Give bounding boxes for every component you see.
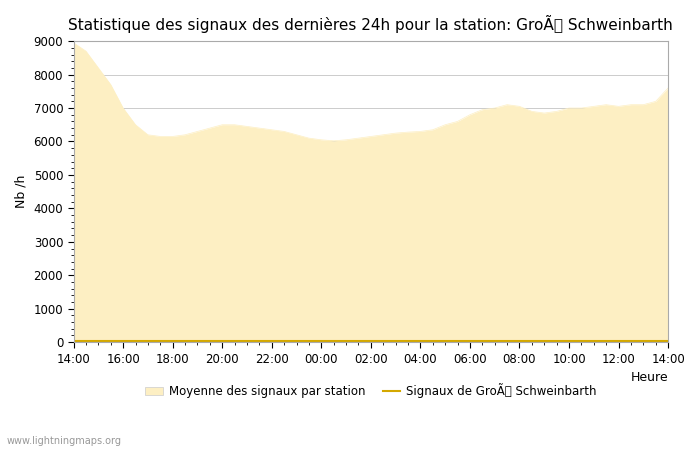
Text: www.lightningmaps.org: www.lightningmaps.org [7, 436, 122, 446]
Legend: Moyenne des signaux par station, Signaux de GroÃ Schweinbarth: Moyenne des signaux par station, Signaux… [140, 378, 601, 402]
Y-axis label: Nb /h: Nb /h [15, 175, 28, 208]
X-axis label: Heure: Heure [631, 371, 668, 384]
Title: Statistique des signaux des dernières 24h pour la station: GroÃ Schweinbarth: Statistique des signaux des dernières 24… [69, 15, 673, 33]
